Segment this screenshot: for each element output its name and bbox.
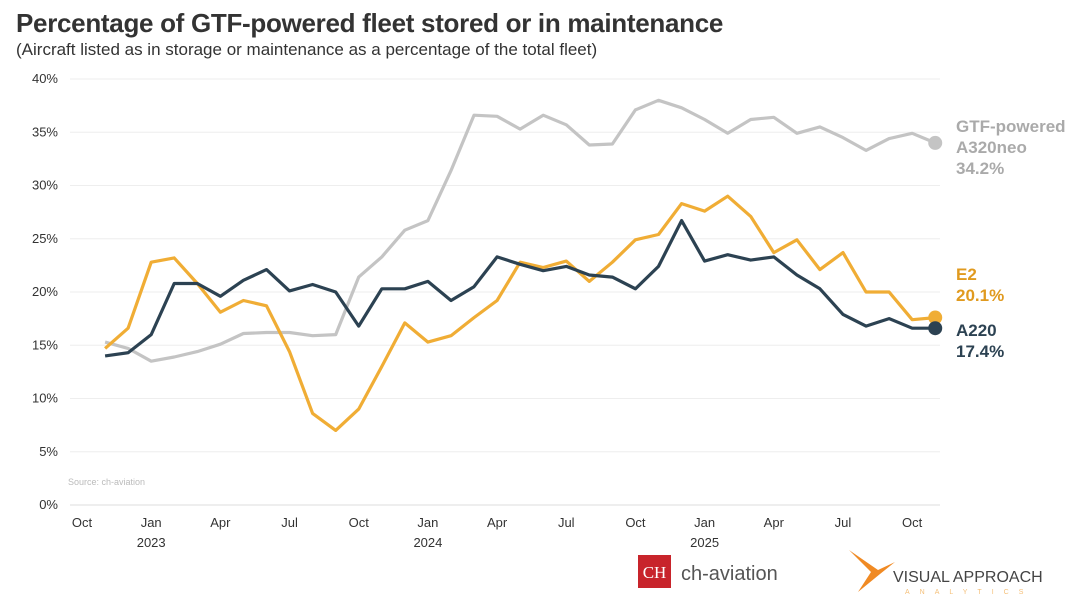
visual-approach-plane-icon <box>849 550 895 592</box>
series-end-label: A320neo <box>956 138 1027 157</box>
y-tick-label: 25% <box>32 231 58 246</box>
y-tick-label: 35% <box>32 124 58 139</box>
x-tick-label: Apr <box>487 515 508 530</box>
series-end-label: 20.1% <box>956 286 1004 305</box>
x-tick-label: Jan <box>417 515 438 530</box>
y-tick-label: 20% <box>32 284 58 299</box>
x-tick-label: Jul <box>281 515 298 530</box>
chart-subtitle: (Aircraft listed as in storage or mainte… <box>16 40 598 59</box>
x-tick-label: Jul <box>835 515 852 530</box>
x-tick-label: Jul <box>558 515 575 530</box>
visual-approach-logo: VISUAL APPROACH ANALYTICS <box>849 550 1043 596</box>
y-tick-label: 30% <box>32 178 58 193</box>
x-tick-label: Apr <box>210 515 231 530</box>
series-end-label: E2 <box>956 265 977 284</box>
source-note: Source: ch-aviation <box>68 477 145 487</box>
y-tick-label: 40% <box>32 71 58 86</box>
x-tick-year-label: 2025 <box>690 535 719 550</box>
ch-aviation-logo: CH ch-aviation <box>638 555 778 588</box>
series-line-gtf-powered-a320neo <box>104 98 936 363</box>
y-tick-label: 15% <box>32 337 58 352</box>
x-tick-label: Jan <box>141 515 162 530</box>
x-tick-label: Oct <box>902 515 923 530</box>
x-tick-year-label: 2023 <box>137 535 166 550</box>
x-tick-label: Apr <box>764 515 785 530</box>
series-end-label: GTF-powered <box>956 117 1066 136</box>
y-tick-label: 10% <box>32 391 58 406</box>
series-end-marker <box>928 321 943 336</box>
series-line-a220 <box>104 219 936 358</box>
y-tick-label: 0% <box>39 497 58 512</box>
series-end-marker <box>928 310 943 325</box>
x-tick-label: Oct <box>625 515 646 530</box>
x-tick-label: Jan <box>694 515 715 530</box>
series-end-label: 17.4% <box>956 342 1004 361</box>
series-line-e2 <box>104 194 936 432</box>
x-tick-label: Oct <box>349 515 370 530</box>
x-tick-year-label: 2024 <box>413 535 442 550</box>
va-logo-subtext: ANALYTICS <box>905 589 1033 596</box>
y-tick-label: 5% <box>39 444 58 459</box>
series-end-marker <box>928 135 943 150</box>
va-logo-text: VISUAL APPROACH <box>893 569 1043 586</box>
ch-logo-mark <box>638 555 671 588</box>
series-end-label: 34.2% <box>956 159 1004 178</box>
series-end-label: A220 <box>956 321 997 340</box>
chart-title: Percentage of GTF-powered fleet stored o… <box>16 8 724 38</box>
ch-logo-text: ch-aviation <box>681 563 778 585</box>
ch-logo-mark-text: CH <box>643 563 667 582</box>
x-tick-label: Oct <box>72 515 93 530</box>
